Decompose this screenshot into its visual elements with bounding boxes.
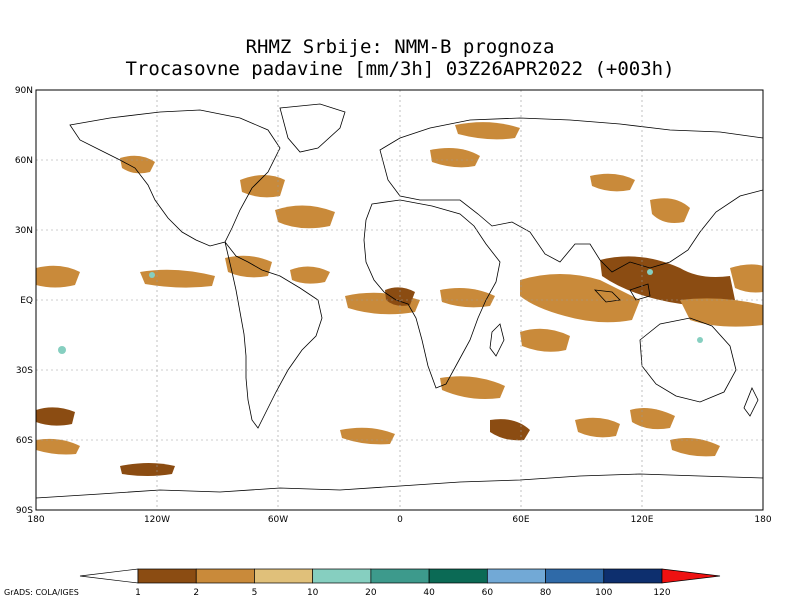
lon-label: 0 xyxy=(397,515,403,525)
lat-label: 30N xyxy=(15,226,33,236)
colorbar-left-triangle xyxy=(79,568,139,584)
colorbar-label: 10 xyxy=(307,588,319,598)
lat-label: EQ xyxy=(20,296,33,306)
colorbar-right-triangle xyxy=(661,568,721,584)
map-title-line1: RHMZ Srbije: NMM-B prognoza xyxy=(245,36,555,58)
precipitation-fields xyxy=(36,122,763,476)
lon-label: 180 xyxy=(754,515,771,525)
lat-label: 90S xyxy=(16,506,33,516)
map-title-line2: Trocasovne padavine [mm/3h] 03Z26APR2022… xyxy=(125,58,675,80)
map-frame xyxy=(35,89,764,511)
colorbar-segment xyxy=(254,568,314,584)
graticule xyxy=(36,90,763,510)
colorbar-segment xyxy=(486,568,546,584)
lon-label: 120E xyxy=(631,515,654,525)
colorbar-label: 1 xyxy=(135,588,141,598)
colorbar-segment xyxy=(428,568,488,584)
colorbar-segment xyxy=(195,568,255,584)
lat-label: 60S xyxy=(16,436,33,446)
colorbar-label: 60 xyxy=(482,588,494,598)
longitude-labels: 180 120W 60W 0 60E 120E 180 xyxy=(27,515,771,525)
lat-label: 60N xyxy=(15,156,33,166)
lon-label: 60E xyxy=(512,515,529,525)
colorbar-label: 40 xyxy=(423,588,435,598)
lon-label: 60W xyxy=(268,515,288,525)
colorbar-label: 120 xyxy=(653,588,670,598)
colorbar-label: 20 xyxy=(365,588,377,598)
lat-label: 90N xyxy=(15,86,33,96)
credit-text: GrADS: COLA/IGES xyxy=(4,588,79,597)
colorbar-label: 100 xyxy=(595,588,612,598)
colorbar-label: 2 xyxy=(193,588,199,598)
colorbar: 1 2 5 10 20 40 60 80 100 120 xyxy=(79,568,721,598)
latitude-labels: 90N 60N 30N EQ 30S 60S 90S xyxy=(15,86,33,516)
colorbar-label: 5 xyxy=(252,588,258,598)
lat-label: 30S xyxy=(16,366,33,376)
colorbar-segment xyxy=(370,568,430,584)
lon-label: 180 xyxy=(27,515,44,525)
lon-label: 120W xyxy=(144,515,170,525)
colorbar-segment xyxy=(545,568,605,584)
colorbar-label: 80 xyxy=(540,588,552,598)
colorbar-segment xyxy=(137,568,197,584)
colorbar-segment xyxy=(312,568,372,584)
colorbar-segment xyxy=(603,568,663,584)
